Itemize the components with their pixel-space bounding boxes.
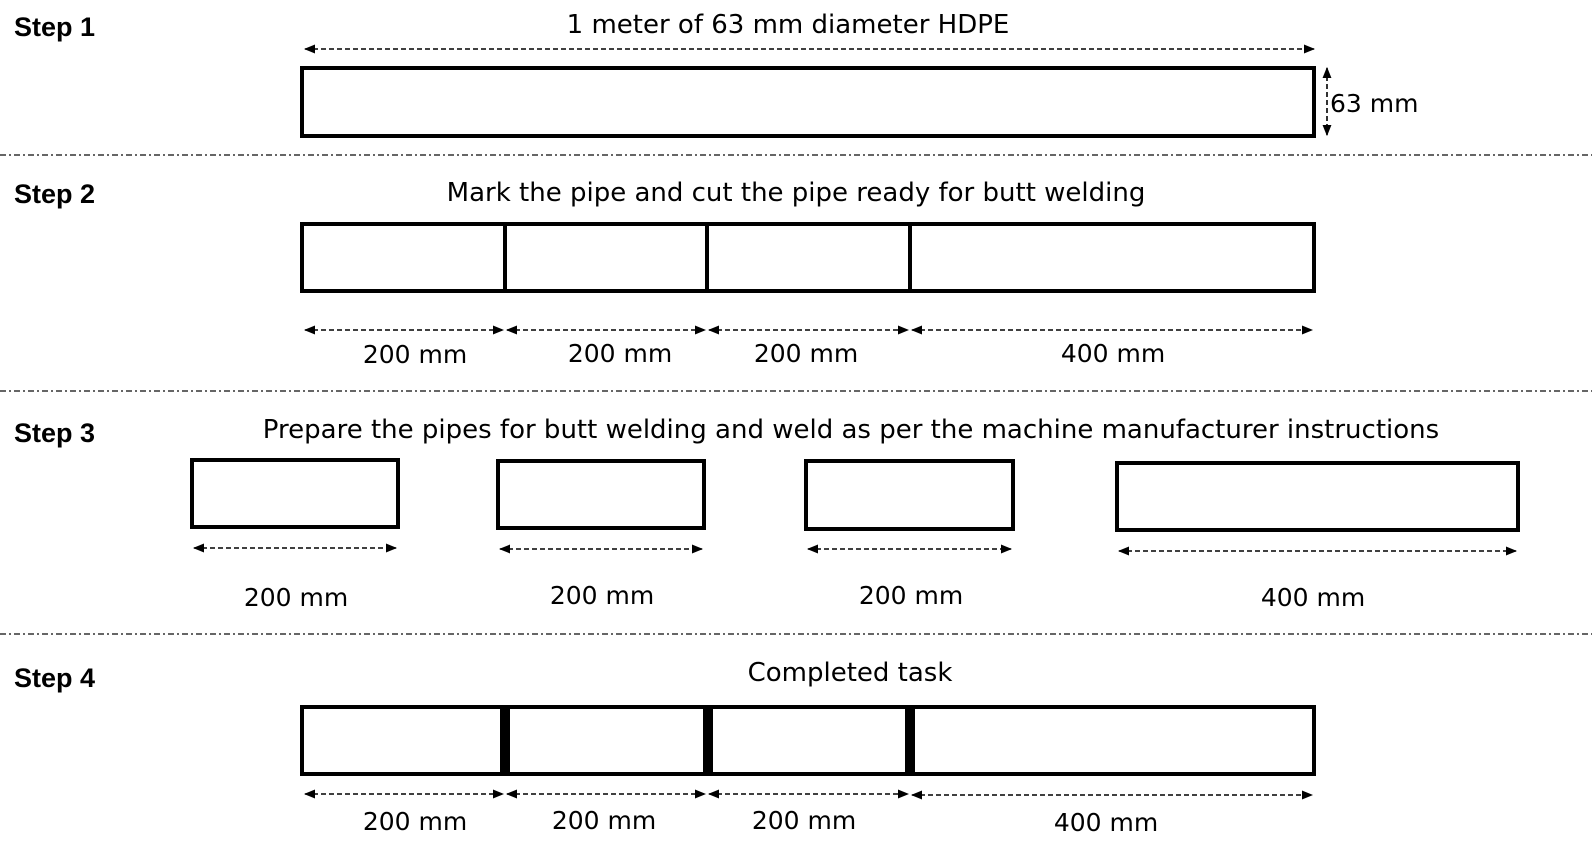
step-2-pipe — [300, 222, 1316, 293]
step-1-label: Step 1 — [14, 12, 95, 42]
step-4: Step 4 Completed task 200 mm 200 mm 200 … — [14, 658, 1316, 837]
step-2-segment-label-1: 200 mm — [363, 340, 467, 369]
step-3-pipe-2 — [496, 459, 706, 530]
step-2-segment-label-3: 200 mm — [754, 339, 858, 368]
step-3-segment-label-3: 200 mm — [859, 581, 963, 610]
step-4-weld-bead-1 — [500, 707, 510, 774]
step-2: Step 2 Mark the pipe and cut the pipe re… — [14, 178, 1316, 369]
step-4-label: Step 4 — [14, 663, 95, 693]
step-3-segment-label-4: 400 mm — [1261, 583, 1365, 612]
step-3-segment-label-2: 200 mm — [550, 581, 654, 610]
step-1: Step 1 1 meter of 63 mm diameter HDPE 63… — [14, 10, 1418, 138]
step-1-pipe — [300, 66, 1316, 138]
step-2-caption: Mark the pipe and cut the pipe ready for… — [447, 178, 1146, 208]
step-2-segment-label-2: 200 mm — [568, 339, 672, 368]
step-3-segment-label-1: 200 mm — [244, 583, 348, 612]
step-2-label: Step 2 — [14, 179, 95, 209]
step-4-segment-label-1: 200 mm — [363, 807, 467, 836]
step-3: Step 3 Prepare the pipes for butt weldin… — [14, 415, 1520, 612]
step-4-segment-label-2: 200 mm — [552, 806, 656, 835]
step-3-pipe-1 — [190, 458, 400, 529]
step-4-pipe — [300, 705, 1316, 776]
step-4-weld-bead-3 — [905, 707, 915, 774]
step-3-pipe-4 — [1115, 461, 1520, 532]
step-4-segment-label-3: 200 mm — [752, 806, 856, 835]
step-2-segment-label-4: 400 mm — [1061, 339, 1165, 368]
step-4-weld-bead-2 — [703, 707, 713, 774]
step-4-caption: Completed task — [748, 658, 953, 688]
step-4-segment-label-4: 400 mm — [1054, 808, 1158, 837]
step-3-label: Step 3 — [14, 418, 95, 448]
step-1-diameter-label: 63 mm — [1330, 89, 1418, 118]
step-3-caption: Prepare the pipes for butt welding and w… — [263, 415, 1439, 445]
step-3-pipe-3 — [804, 459, 1015, 531]
step-1-caption: 1 meter of 63 mm diameter HDPE — [567, 10, 1010, 40]
